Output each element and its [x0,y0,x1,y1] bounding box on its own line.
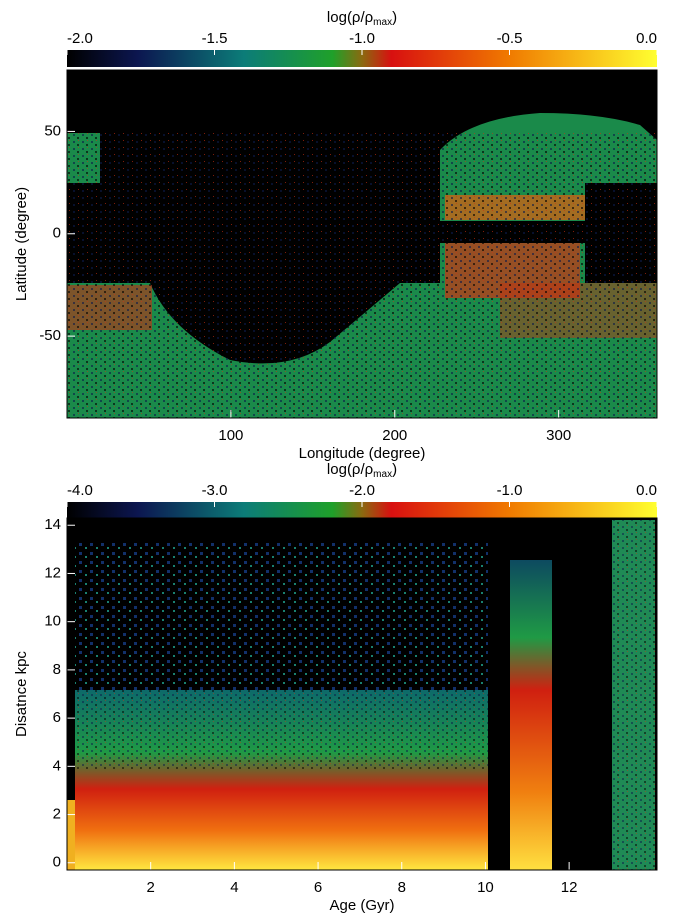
x-axis-label: Longitude (degree) [299,445,426,462]
colorbar-label: log(ρ/ρmax) [327,9,397,28]
x-tick-label: 10 [477,879,494,896]
colorbar-tick-label: -3.0 [202,482,228,499]
colorbar-tick-label: -1.0 [497,482,523,499]
x-tick-label: 300 [546,427,571,444]
plot-frame [66,517,658,871]
x-tick-label: 200 [382,427,407,444]
y-tick-label: 4 [53,757,61,774]
colorbar-label: log(ρ/ρmax) [327,461,397,480]
y-tick-label: -50 [39,327,61,344]
colorbar-label-part: ) [392,9,397,26]
colorbar-label-part: max [373,469,392,480]
x-tick-label: 12 [561,879,578,896]
x-tick-label: 8 [398,879,406,896]
y-axis-label: Disatnce kpc [13,651,30,737]
colorbar-tick-label: -4.0 [67,482,93,499]
sky-map [67,70,657,418]
x-tick-label: 4 [230,879,238,896]
y-tick-label: 0 [53,854,61,871]
colorbar-tick-label: 0.0 [636,30,657,47]
colorbar-tick-label: 0.0 [636,482,657,499]
colorbar-label-part: log(ρ/ρ [327,9,373,26]
plot-frame [66,69,658,419]
colorbar-label-part: log(ρ/ρ [327,461,373,478]
age-distance-map [67,518,657,870]
y-tick-label: 10 [44,613,61,630]
y-tick-label: 12 [44,564,61,581]
colorbar-tick-label: -2.0 [67,30,93,47]
y-tick-label: 14 [44,516,61,533]
y-tick-label: 50 [44,122,61,139]
colorbar-tick-label: -0.5 [497,30,523,47]
x-axis-label: Age (Gyr) [329,897,394,914]
y-tick-label: 2 [53,806,61,823]
y-axis-label: Latitude (degree) [13,187,30,301]
x-tick-label: 2 [147,879,155,896]
x-tick-label: 100 [218,427,243,444]
y-tick-label: 8 [53,661,61,678]
colorbar-label-part: max [373,17,392,28]
colorbar-tick-label: -1.0 [349,30,375,47]
y-tick-label: 6 [53,709,61,726]
y-tick-label: 0 [53,225,61,242]
x-tick-label: 6 [314,879,322,896]
colorbar-tick-label: -1.5 [202,30,228,47]
colorbar-tick-label: -2.0 [349,482,375,499]
colorbar-label-part: ) [392,461,397,478]
